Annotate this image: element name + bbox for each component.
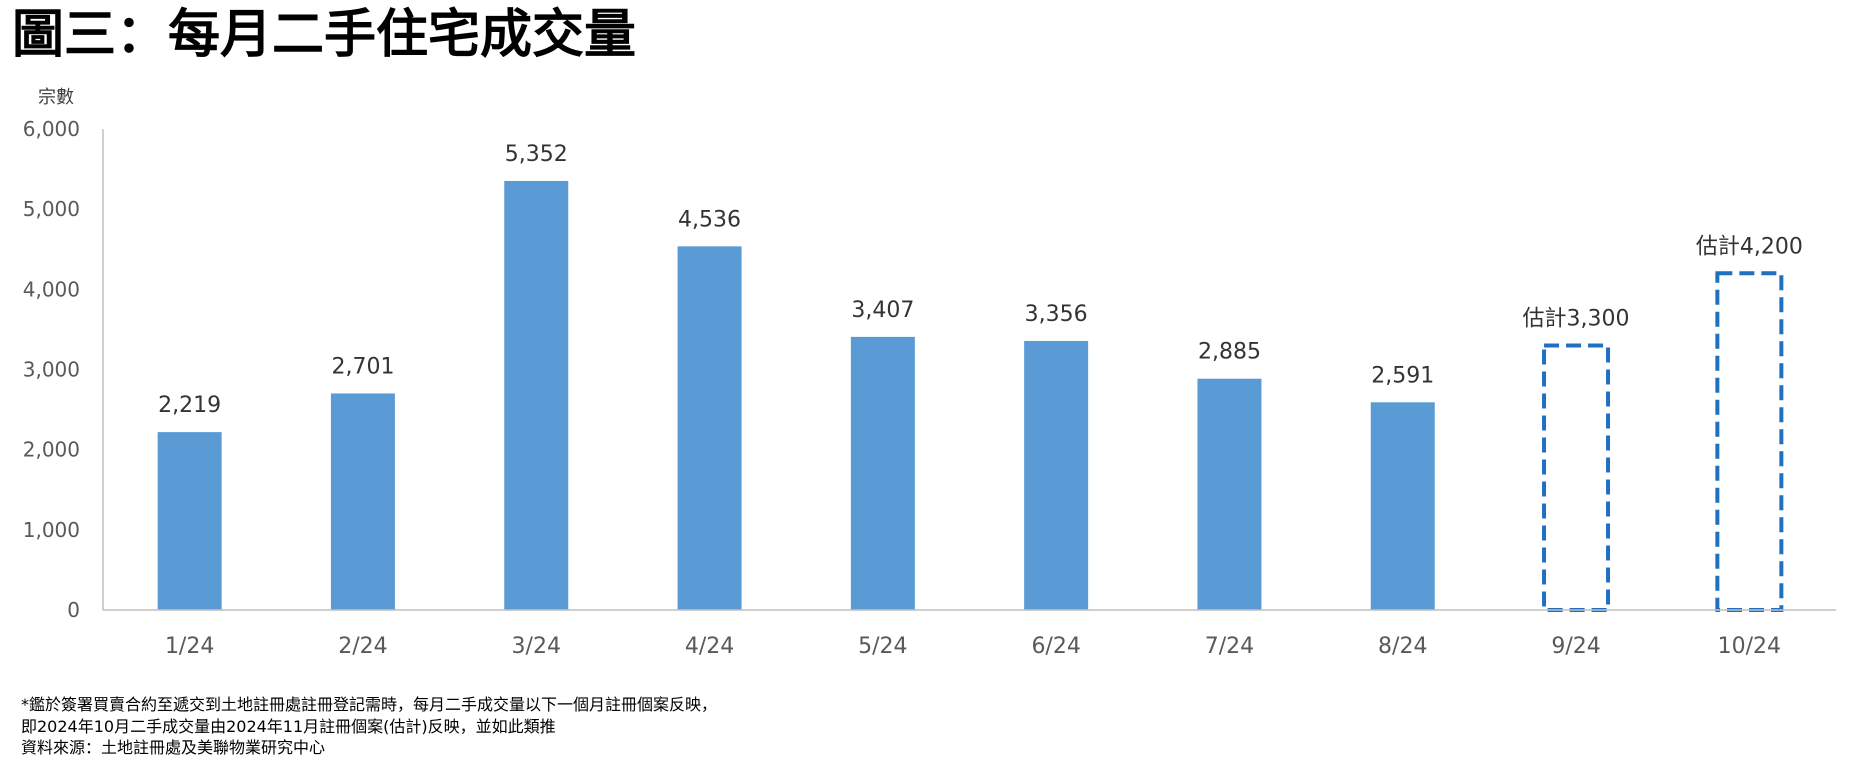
bar [1370, 402, 1435, 610]
bar [157, 432, 222, 610]
bar [1197, 378, 1262, 610]
x-tick-label: 4/24 [685, 634, 734, 659]
data-label: 估計3,300 [1523, 306, 1630, 331]
y-tick-label: 2,000 [23, 438, 80, 462]
data-label: 2,219 [158, 393, 221, 418]
estimate-bar [1715, 271, 1784, 612]
y-tick-label: 1,000 [23, 518, 80, 542]
y-tick-label: 3,000 [23, 358, 80, 382]
y-tick-label: 0 [67, 598, 80, 622]
x-tick-label: 1/24 [165, 634, 214, 659]
footnote-line-1: *鑑於簽署買賣合約至遞交到土地註冊處註冊登記需時，每月二手成交量以下一個月註冊個… [21, 695, 718, 714]
source-note: 資料來源：土地註冊處及美聯物業研究中心 [21, 738, 326, 757]
bar [504, 180, 569, 610]
x-tick-label: 5/24 [858, 634, 907, 659]
x-tick-label: 7/24 [1205, 634, 1254, 659]
x-tick-label: 8/24 [1378, 634, 1427, 659]
data-label: 2,591 [1371, 363, 1434, 388]
bar [850, 336, 915, 610]
x-tick-label: 3/24 [512, 634, 561, 659]
footnotes: *鑑於簽署買賣合約至遞交到土地註冊處註冊登記需時，每月二手成交量以下一個月註冊個… [21, 694, 717, 759]
data-label: 2,701 [331, 354, 394, 379]
y-tick-label: 5,000 [23, 197, 80, 221]
estimate-bar [1542, 343, 1611, 612]
x-tick-label: 2/24 [338, 634, 387, 659]
x-tick-label: 9/24 [1551, 634, 1600, 659]
bar [1024, 340, 1089, 610]
data-label: 3,407 [851, 298, 914, 323]
y-tick-label: 4,000 [23, 277, 80, 301]
bar [677, 246, 742, 610]
bar [330, 393, 395, 610]
x-tick-label: 6/24 [1031, 634, 1080, 659]
chart-title: 圖三：每月二手住宅成交量 [12, 5, 637, 65]
y-axis-label: 宗數 [38, 87, 74, 108]
x-tick-label: 10/24 [1718, 634, 1781, 659]
data-label: 2,885 [1198, 340, 1261, 365]
data-label: 5,352 [505, 142, 568, 167]
data-label: 估計4,200 [1696, 234, 1803, 259]
data-label: 4,536 [678, 207, 741, 232]
footnote-line-2: 即2024年10月二手成交量由2024年11月註冊個案(估計)反映，並如此類推 [21, 716, 556, 736]
y-tick-label: 6,000 [23, 117, 80, 141]
data-label: 3,356 [1025, 302, 1088, 327]
